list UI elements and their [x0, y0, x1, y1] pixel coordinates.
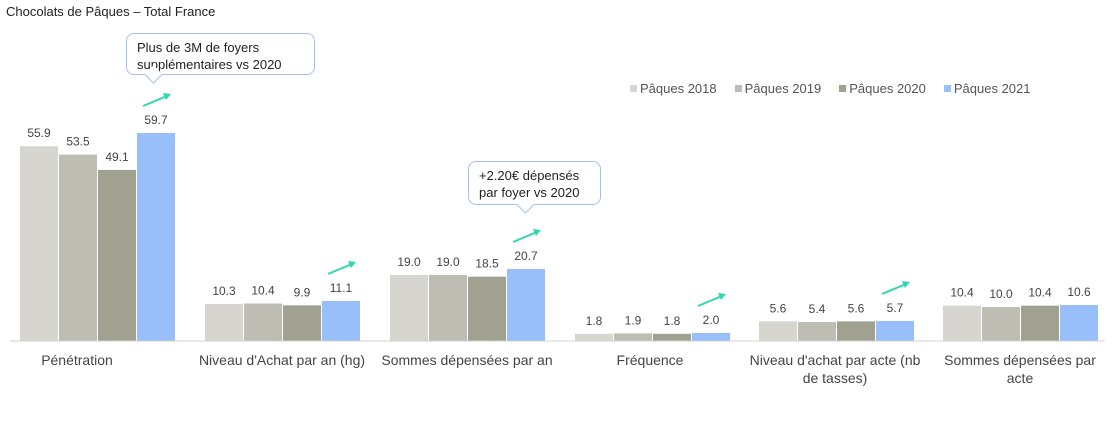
value-label-1-5: 10.0 — [989, 287, 1013, 301]
trend-arrow-line-0 — [142, 95, 168, 107]
legend-label-2020: Pâques 2020 — [849, 81, 926, 96]
bar-2-5 — [1021, 305, 1059, 341]
trend-arrow-line-1 — [327, 263, 353, 275]
value-label-2-4: 5.6 — [848, 301, 865, 315]
legend-label-2021: Pâques 2021 — [953, 81, 1031, 96]
trend-arrow-line-3 — [697, 295, 723, 307]
legend-swatch-2019 — [734, 85, 742, 92]
category-label-1: Niveau d'Achat par an (hg) — [192, 351, 372, 369]
value-label-3-1: 11.1 — [330, 281, 353, 295]
trend-arrow-head-4 — [902, 281, 910, 288]
category-label-5: Sommes dépensées par acte — [930, 351, 1110, 387]
bar-3-0 — [137, 133, 175, 341]
legend-item-2020: Pâques 2020 — [839, 81, 926, 96]
legend-label-2019: Pâques 2019 — [744, 81, 822, 96]
value-label-0-3: 1.8 — [586, 314, 603, 328]
callout-penetration: Plus de 3M de foyers supplémentaires vs … — [126, 33, 315, 84]
value-label-2-0: 49.1 — [105, 150, 129, 164]
bars-layer — [20, 133, 1098, 341]
value-label-1-0: 53.5 — [66, 135, 90, 149]
category-label-0-line-0: Pénétration — [41, 352, 113, 368]
category-label-4-line-1: de tasses) — [802, 370, 868, 386]
trend-arrow-head-1 — [348, 261, 356, 268]
trend-arrow-line-4 — [881, 283, 907, 295]
legend-item-2021: Pâques 2021 — [943, 81, 1031, 96]
value-label-3-4: 5.7 — [887, 301, 904, 315]
category-label-3: Fréquence — [560, 351, 740, 369]
bar-1-2 — [429, 274, 467, 341]
bar-2-3 — [653, 333, 691, 341]
legend-swatch-2020 — [839, 85, 847, 92]
bar-0-5 — [943, 305, 981, 341]
bar-2-1 — [283, 305, 321, 341]
trend-arrows-layer — [142, 93, 910, 307]
value-label-2-2: 18.5 — [475, 257, 499, 271]
callout-spend-line-1: +2.20€ dépensés — [479, 168, 580, 183]
category-label-4: Niveau d'achat par acte (nb de tasses) — [745, 351, 925, 387]
legend-swatch-2018 — [630, 85, 637, 92]
category-label-5-line-1: acte — [1006, 370, 1034, 386]
bar-1-3 — [614, 333, 652, 341]
bar-1-1 — [244, 303, 282, 341]
bar-0-0 — [20, 146, 58, 341]
value-label-0-0: 55.9 — [27, 126, 51, 140]
value-label-3-2: 20.7 — [514, 249, 538, 263]
bar-0-3 — [575, 333, 613, 341]
value-label-2-3: 1.8 — [664, 314, 681, 328]
bar-3-2 — [507, 269, 545, 341]
category-label-5-line-0: Sommes dépensées par — [944, 352, 1096, 368]
bar-1-0 — [59, 154, 97, 341]
bar-0-2 — [390, 274, 428, 341]
category-label-2: Sommes dépensées par an — [377, 351, 557, 369]
trend-arrow-line-2 — [512, 231, 538, 243]
callout-spend: +2.20€ dépensés par foyer vs 2020 — [468, 161, 601, 214]
bar-1-4 — [798, 322, 836, 341]
value-label-3-0: 59.7 — [144, 113, 168, 127]
bar-3-3 — [692, 333, 730, 341]
callout-spend-line-2: par foyer vs 2020 — [479, 185, 580, 200]
legend-swatch-2021 — [943, 85, 951, 92]
callout-penetration-line-1: Plus de 3M de foyers — [137, 40, 260, 55]
bar-3-4 — [876, 321, 914, 341]
bar-3-5 — [1060, 305, 1098, 341]
value-label-2-1: 9.9 — [294, 285, 311, 299]
bar-1-5 — [982, 307, 1020, 341]
value-labels-layer: 55.9 53.5 49.1 59.7 10.3 10.4 9.9 11.1 19.0 19.0 1… — [27, 113, 1091, 328]
bar-2-2 — [468, 276, 506, 341]
value-label-0-5: 10.4 — [950, 286, 974, 300]
legend-item-2019: Pâques 2019 — [734, 81, 822, 96]
value-label-3-5: 10.6 — [1067, 285, 1091, 299]
category-label-0: Pénétration — [0, 351, 167, 369]
category-label-3-line-0: Fréquence — [616, 352, 684, 368]
bar-0-4 — [759, 321, 797, 341]
chart-title: Chocolats de Pâques – Total France — [6, 4, 216, 19]
value-label-1-1: 10.4 — [251, 284, 275, 298]
trend-arrow-head-2 — [533, 229, 541, 236]
trend-arrow-head-0 — [163, 93, 171, 100]
legend-label-2018: Pâques 2018 — [640, 81, 717, 96]
legend: Pâques 2018 Pâques 2019 Pâques 2020 Pâqu… — [630, 81, 1031, 96]
value-label-0-1: 10.3 — [212, 284, 236, 298]
bar-2-0 — [98, 169, 136, 341]
value-label-0-2: 19.0 — [397, 255, 421, 269]
value-label-1-4: 5.4 — [809, 302, 826, 316]
callout-penetration-line-2: supplémentaires vs 2020 — [137, 57, 282, 72]
category-label-1-line-0: Niveau d'Achat par an (hg) — [198, 352, 366, 368]
value-label-1-2: 19.0 — [436, 255, 460, 269]
category-label-2-line-0: Sommes dépensées par an — [381, 352, 553, 368]
legend-item-2018: Pâques 2018 — [630, 81, 717, 96]
value-label-3-3: 2.0 — [703, 313, 720, 327]
bar-0-1 — [205, 303, 243, 341]
bar-2-4 — [837, 321, 875, 341]
bar-3-1 — [322, 301, 360, 341]
value-label-0-4: 5.6 — [770, 301, 787, 315]
value-label-2-5: 10.4 — [1028, 286, 1052, 300]
value-label-1-3: 1.9 — [625, 313, 642, 327]
category-label-4-line-0: Niveau d'achat par acte (nb — [749, 352, 921, 368]
trend-arrow-head-3 — [718, 293, 726, 300]
